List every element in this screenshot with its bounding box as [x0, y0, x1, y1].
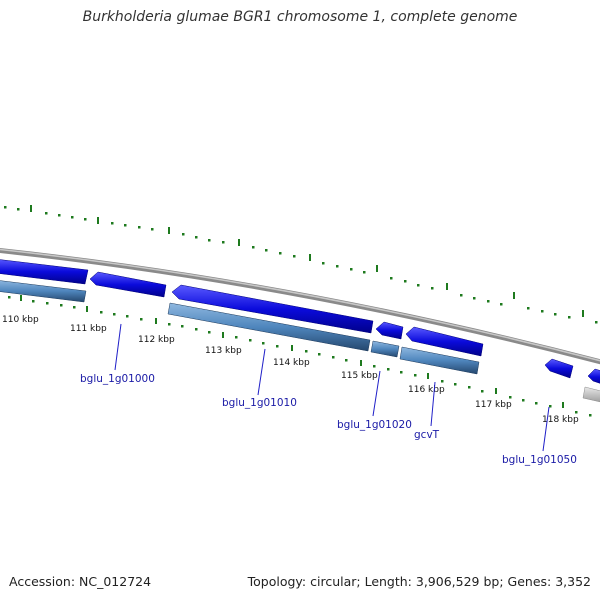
kbp-scale: 110 kbp 111 kbp 112 kbp 113 kbp 114 kbp … — [2, 315, 579, 425]
backbone-arc — [0, 248, 600, 365]
reverse-gene[interactable] — [167, 302, 371, 352]
forward-gene[interactable] — [405, 326, 484, 357]
gene-label-bglu-1g01010[interactable]: bglu_1g01010 — [222, 397, 297, 409]
kbp-label: 116 kbp — [408, 385, 445, 395]
forward-gene[interactable] — [171, 284, 374, 334]
kbp-label: 117 kbp — [475, 400, 512, 410]
gene-label-leaders — [114, 323, 550, 452]
forward-strand — [0, 259, 600, 385]
gene-label-bglu-1g01020[interactable]: bglu_1g01020 — [337, 419, 412, 431]
reverse-gene[interactable] — [399, 346, 480, 375]
kbp-label: 114 kbp — [273, 358, 310, 368]
backbone-highlight — [0, 248, 600, 362]
gene-label-bglu-1g01050[interactable]: bglu_1g01050 — [502, 454, 577, 466]
gene-label-bglu-1g01000[interactable]: bglu_1g01000 — [80, 373, 155, 385]
gene-labels: bglu_1g01000 bglu_1g01010 bglu_1g01020 g… — [80, 373, 577, 466]
inner-tick-ring — [8, 295, 592, 417]
accession-footer: Accession: NC_012724 — [9, 574, 152, 589]
kbp-label: 118 kbp — [542, 415, 579, 425]
kbp-label: 110 kbp — [2, 315, 39, 325]
kbp-label: 113 kbp — [205, 346, 242, 356]
reverse-gene[interactable] — [370, 340, 400, 358]
genome-stats-footer: Topology: circular; Length: 3,906,529 bp… — [247, 574, 591, 589]
gene-label-gcvt[interactable]: gcvT — [414, 429, 440, 441]
reverse-gene[interactable] — [0, 280, 87, 303]
forward-gene[interactable] — [375, 321, 404, 340]
forward-gene[interactable] — [0, 259, 89, 285]
forward-gene[interactable] — [587, 368, 600, 385]
map-title: Burkholderia glumae BGR1 chromosome 1, c… — [82, 9, 518, 25]
kbp-label: 115 kbp — [341, 371, 378, 381]
kbp-label: 112 kbp — [138, 335, 175, 345]
forward-gene[interactable] — [544, 358, 574, 379]
forward-gene[interactable] — [89, 271, 167, 298]
partial-gene[interactable] — [582, 386, 600, 403]
reverse-strand — [0, 280, 600, 403]
kbp-label: 111 kbp — [70, 324, 107, 334]
outer-tick-ring — [4, 205, 598, 324]
